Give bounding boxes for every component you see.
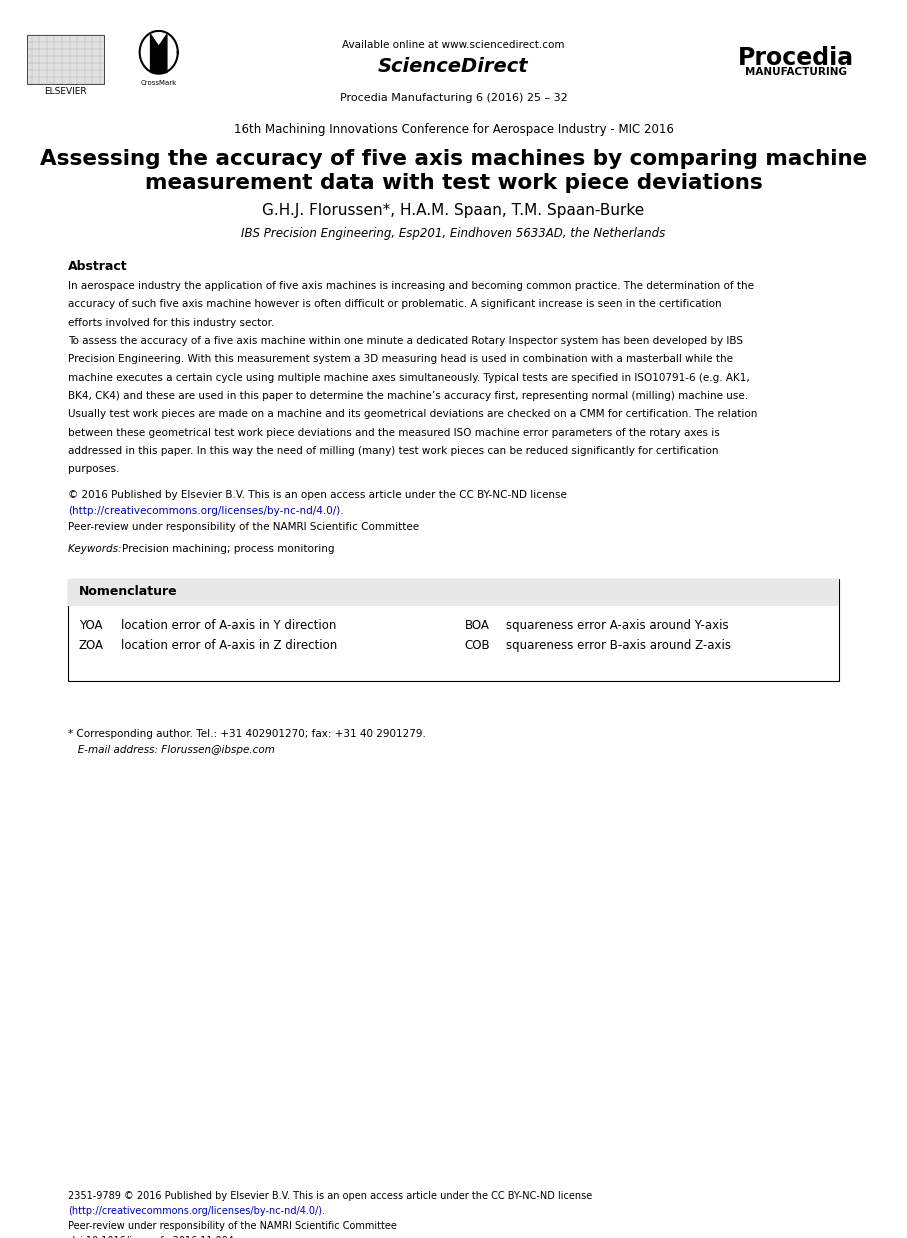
Text: ScienceDirect: ScienceDirect (378, 57, 529, 76)
Text: Procedia Manufacturing 6 (2016) 25 – 32: Procedia Manufacturing 6 (2016) 25 – 32 (339, 93, 568, 103)
Text: (http://creativecommons.org/licenses/by-nc-nd/4.0/).: (http://creativecommons.org/licenses/by-… (68, 506, 344, 516)
Text: To assess the accuracy of a five axis machine within one minute a dedicated Rota: To assess the accuracy of a five axis ma… (68, 335, 743, 345)
Text: location error of A-axis in Y direction: location error of A-axis in Y direction (121, 619, 336, 631)
Text: Procedia: Procedia (738, 46, 854, 69)
Text: Peer-review under responsibility of the NAMRI Scientific Committee: Peer-review under responsibility of the … (68, 522, 419, 532)
Text: E-mail address: Florussen@ibspe.com: E-mail address: Florussen@ibspe.com (68, 745, 275, 755)
Text: BOA: BOA (464, 619, 489, 631)
Text: IBS Precision Engineering, Esp201, Eindhoven 5633AD, the Netherlands: IBS Precision Engineering, Esp201, Eindh… (241, 227, 666, 240)
Text: squareness error B-axis around Z-axis: squareness error B-axis around Z-axis (506, 639, 731, 651)
Text: BK4, CK4) and these are used in this paper to determine the machine’s accuracy f: BK4, CK4) and these are used in this pap… (68, 391, 748, 401)
Text: Usually test work pieces are made on a machine and its geometrical deviations ar: Usually test work pieces are made on a m… (68, 410, 757, 420)
Text: purposes.: purposes. (68, 464, 120, 474)
Text: doi:10.1016/j.promfg.2016.11.004: doi:10.1016/j.promfg.2016.11.004 (68, 1236, 234, 1238)
Text: ZOA: ZOA (79, 639, 104, 651)
Text: 16th Machining Innovations Conference for Aerospace Industry - MIC 2016: 16th Machining Innovations Conference fo… (234, 123, 673, 136)
Text: Nomenclature: Nomenclature (79, 586, 178, 598)
Text: squareness error A-axis around Y-axis: squareness error A-axis around Y-axis (506, 619, 728, 631)
Text: MANUFACTURING: MANUFACTURING (746, 67, 847, 77)
Text: Peer-review under responsibility of the NAMRI Scientific Committee: Peer-review under responsibility of the … (68, 1221, 397, 1231)
Text: efforts involved for this industry sector.: efforts involved for this industry secto… (68, 318, 275, 328)
Text: 2351-9789 © 2016 Published by Elsevier B.V. This is an open access article under: 2351-9789 © 2016 Published by Elsevier B… (68, 1191, 592, 1201)
Text: COB: COB (464, 639, 490, 651)
Text: Available online at www.sciencedirect.com: Available online at www.sciencedirect.co… (342, 40, 565, 50)
Text: G.H.J. Florussen*, H.A.M. Spaan, T.M. Spaan-Burke: G.H.J. Florussen*, H.A.M. Spaan, T.M. Sp… (262, 203, 645, 218)
Text: In aerospace industry the application of five axis machines is increasing and be: In aerospace industry the application of… (68, 281, 754, 291)
Text: Abstract: Abstract (68, 260, 128, 274)
Polygon shape (151, 35, 167, 73)
Text: location error of A-axis in Z direction: location error of A-axis in Z direction (121, 639, 336, 651)
Text: Assessing the accuracy of five axis machines by comparing machine: Assessing the accuracy of five axis mach… (40, 149, 867, 168)
FancyBboxPatch shape (27, 36, 104, 84)
Text: accuracy of such five axis machine however is often difficult or problematic. A : accuracy of such five axis machine howev… (68, 300, 722, 310)
Text: YOA: YOA (79, 619, 102, 631)
Text: measurement data with test work piece deviations: measurement data with test work piece de… (144, 173, 763, 193)
Text: addressed in this paper. In this way the need of milling (many) test work pieces: addressed in this paper. In this way the… (68, 446, 718, 456)
Text: CrossMark: CrossMark (141, 79, 177, 85)
Text: © 2016 Published by Elsevier B.V. This is an open access article under the CC BY: © 2016 Published by Elsevier B.V. This i… (68, 490, 567, 500)
Text: between these geometrical test work piece deviations and the measured ISO machin: between these geometrical test work piec… (68, 427, 720, 437)
Text: Precision Engineering. With this measurement system a 3D measuring head is used : Precision Engineering. With this measure… (68, 354, 733, 364)
Text: machine executes a certain cycle using multiple machine axes simultaneously. Typ: machine executes a certain cycle using m… (68, 373, 750, 383)
Text: Precision machining; process monitoring: Precision machining; process monitoring (122, 545, 335, 555)
Text: * Corresponding author. Tel.: +31 402901270; fax: +31 40 2901279.: * Corresponding author. Tel.: +31 402901… (68, 729, 426, 739)
Text: (http://creativecommons.org/licenses/by-nc-nd/4.0/).: (http://creativecommons.org/licenses/by-… (68, 1206, 325, 1216)
Text: Keywords:: Keywords: (68, 545, 125, 555)
Text: ELSEVIER: ELSEVIER (44, 87, 86, 97)
